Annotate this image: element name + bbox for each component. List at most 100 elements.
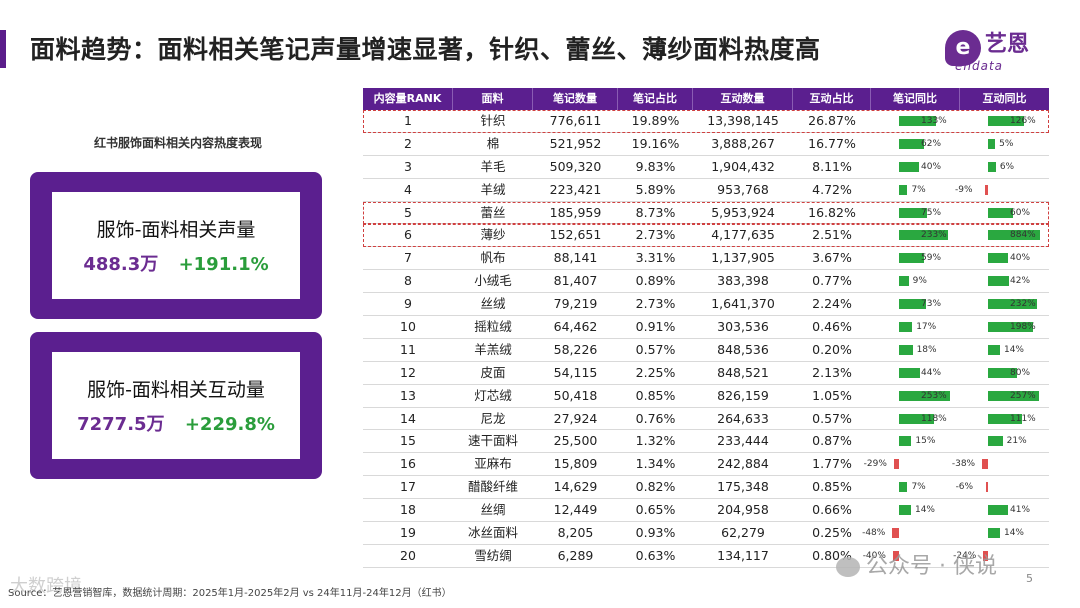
fabric-cell: 冰丝面料 — [467, 525, 518, 541]
fabric-cell: 帆布 — [480, 250, 506, 266]
watermark: 公众号 · 侠说 — [836, 548, 997, 580]
interactions-yoy-cell-label: 884% — [1010, 230, 1036, 241]
notes-count-cell: 25,500 — [553, 433, 598, 449]
table-row: 12 皮面 54,115 2.25% 848,521 2.13% 44% 80% — [363, 362, 1049, 385]
notes-share-cell: 0.76% — [635, 410, 676, 426]
notes-yoy-cell-bar — [899, 436, 912, 447]
interactions-yoy-cell-label: 40% — [1010, 253, 1031, 264]
interactions-share-cell: 0.20% — [812, 341, 852, 357]
notes-yoy-cell-label: 18% — [916, 344, 937, 355]
notes-count-cell: 185,959 — [549, 204, 602, 220]
watermark-left: 大数跨境 — [10, 576, 82, 597]
fabric-cell: 针织 — [480, 113, 506, 128]
interactions-count-cell: 303,536 — [717, 319, 769, 335]
interactions-yoy-cell: 14% — [960, 522, 1049, 544]
table-row: 7 帆布 88,141 3.31% 1,137,905 3.67% 59% 40% — [363, 247, 1049, 271]
notes-count-cell: 79,219 — [553, 296, 598, 312]
notes-count-cell: 12,449 — [553, 502, 598, 518]
notes-yoy-cell-bar — [899, 390, 950, 401]
interactions-yoy-cell-label: -9% — [955, 184, 973, 195]
notes-yoy-cell-bar — [899, 505, 911, 516]
interactions-yoy-cell: 884% — [960, 224, 1049, 246]
stat-card-volume-value: 7277.5万 — [77, 414, 165, 435]
rank-cell: 14 — [400, 410, 416, 426]
interactions-yoy-cell-bar — [985, 482, 988, 493]
interactions-count-cell: 848,521 — [717, 364, 769, 380]
notes-yoy-cell: 14% — [871, 499, 960, 521]
notes-yoy-cell-label: 14% — [914, 505, 935, 516]
interactions-yoy-cell-bar — [988, 138, 996, 149]
table-row: 3 羊毛 509,320 9.83% 1,904,432 8.11% 40% 6% — [363, 156, 1049, 179]
interactions-yoy-cell-bar — [988, 367, 1017, 378]
interactions-share-cell: 0.46% — [812, 319, 852, 335]
interactions-count-cell: 1,137,905 — [711, 250, 775, 266]
interactions-share-cell: 4.72% — [812, 181, 852, 197]
fabric-cell: 丝绸 — [480, 502, 506, 518]
notes-yoy-cell-label: 15% — [915, 436, 936, 447]
stat-card-volume-value: 488.3万 — [83, 254, 159, 275]
interactions-yoy-cell-bar — [988, 161, 996, 172]
rank-cell: 19 — [400, 525, 416, 541]
rank-cell: 20 — [400, 547, 416, 563]
interactions-yoy-cell: 111% — [960, 408, 1049, 430]
notes-yoy-cell-bar — [899, 482, 908, 493]
fabric-cell: 雪纺绸 — [474, 547, 512, 563]
interactions-share-cell: 0.87% — [812, 433, 852, 449]
notes-yoy-cell: -29% — [864, 453, 960, 475]
notes-share-cell: 0.91% — [635, 319, 676, 335]
rank-cell: 5 — [404, 204, 412, 220]
rank-cell: 2 — [404, 135, 412, 151]
table-header-cell: 互动数量 — [693, 88, 793, 110]
notes-count-cell: 54,115 — [553, 364, 598, 380]
notes-yoy-cell-label: -29% — [863, 459, 887, 470]
interactions-yoy-cell: 40% — [960, 247, 1049, 269]
logo-mark-icon: e — [945, 30, 981, 66]
fabric-ranking-table: 内容量RANK 面料 笔记数量 笔记占比 互动数量 互动占比 笔记同比 互动同比… — [363, 88, 1049, 568]
interactions-yoy-cell-bar — [988, 505, 1009, 516]
notes-share-cell: 0.82% — [635, 479, 676, 495]
notes-count-cell: 15,809 — [553, 456, 598, 472]
notes-yoy-cell-label: 44% — [921, 367, 942, 378]
notes-yoy-cell: -40% — [863, 545, 960, 567]
notes-share-cell: 0.89% — [635, 273, 676, 289]
interactions-count-cell: 383,398 — [717, 273, 769, 289]
table-header-cell: 面料 — [453, 88, 533, 110]
interactions-yoy-cell: 14% — [960, 339, 1049, 361]
interactions-count-cell: 1,904,432 — [711, 158, 775, 174]
interactions-yoy-cell-bar — [988, 276, 1009, 287]
interactions-yoy-cell: -9% — [955, 179, 1049, 201]
interactions-count-cell: 848,536 — [717, 341, 769, 357]
interactions-yoy-cell-label: 6% — [999, 161, 1015, 172]
interactions-yoy-cell: 257% — [960, 385, 1049, 407]
interactions-yoy-cell-label: 80% — [1010, 367, 1031, 378]
notes-yoy-cell: 7% — [871, 179, 960, 201]
notes-count-cell: 6,289 — [557, 547, 594, 563]
stat-card-volume: 服饰-面料相关声量 488.3万 +191.1% — [30, 172, 322, 319]
notes-yoy-cell-label: 59% — [921, 253, 942, 264]
interactions-yoy-cell-label: 232% — [1010, 299, 1036, 310]
interactions-yoy-cell: 5% — [960, 133, 1049, 155]
interactions-yoy-cell-bar — [983, 550, 988, 561]
fabric-cell: 小绒毛 — [474, 273, 512, 289]
interactions-yoy-cell-label: 60% — [1010, 207, 1031, 218]
interactions-share-cell: 2.24% — [812, 296, 852, 312]
table-row: 18 丝绸 12,449 0.65% 204,958 0.66% 14% 41% — [363, 499, 1049, 523]
interactions-share-cell: 8.11% — [812, 158, 852, 174]
table-header-cell: 互动占比 — [793, 88, 871, 110]
table-row: 16 亚麻布 15,809 1.34% 242,884 1.77% -29% -38% — [363, 453, 1049, 477]
interactions-share-cell: 16.82% — [808, 204, 856, 220]
rank-cell: 18 — [400, 502, 416, 518]
brand-logo: e 艺恩 endata — [945, 26, 1055, 76]
notes-share-cell: 9.83% — [635, 158, 676, 174]
table-row: 17 醋酸纤维 14,629 0.82% 175,348 0.85% 7% -6% — [363, 476, 1049, 500]
interactions-count-cell: 4,177,635 — [711, 227, 775, 243]
interactions-share-cell: 16.77% — [808, 135, 856, 151]
rank-cell: 6 — [404, 227, 412, 243]
interactions-yoy-cell-bar — [988, 322, 1034, 333]
interactions-share-cell: 0.25% — [812, 525, 852, 541]
fabric-cell: 棉 — [486, 135, 500, 151]
notes-count-cell: 521,952 — [549, 135, 602, 151]
stat-card-growth-value: +229.8% — [184, 414, 275, 435]
interactions-share-cell: 26.87% — [808, 113, 856, 128]
interactions-yoy-cell: 41% — [960, 499, 1049, 521]
